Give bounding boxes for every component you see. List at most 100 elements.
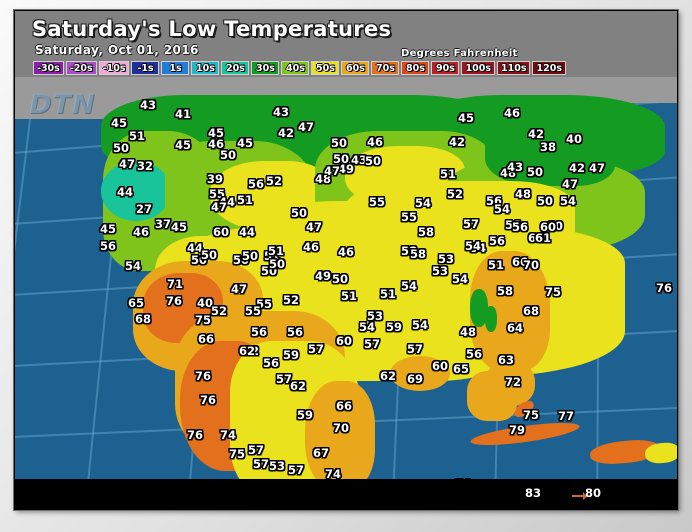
- temperature-reading: 56: [263, 356, 280, 370]
- temperature-reading: 57: [248, 443, 265, 457]
- temperature-reading: 59: [386, 320, 403, 334]
- temperature-reading: 58: [418, 225, 435, 239]
- temperature-reading: 57: [463, 217, 480, 231]
- legend-swatch-30s[interactable]: 30s: [251, 61, 280, 75]
- temperature-reading: 50: [191, 253, 208, 267]
- legend-swatch-70s[interactable]: 70s: [371, 61, 400, 75]
- temperature-reading: 55: [245, 304, 262, 318]
- temperature-reading: 37: [155, 217, 172, 231]
- temperature-reading: 48: [500, 166, 517, 180]
- temperature-reading: 47: [211, 200, 228, 214]
- temperature-reading: 43: [140, 98, 157, 112]
- temperature-reading: 48: [315, 172, 332, 186]
- legend-swatch-80s[interactable]: 80s: [401, 61, 430, 75]
- temperature-reading: 56: [486, 194, 503, 208]
- temperature-reading: 70: [333, 421, 350, 435]
- temperature-reading: 56: [251, 325, 268, 339]
- temperature-reading: 69: [407, 372, 424, 386]
- temperature-reading: 46: [504, 106, 521, 120]
- temperature-reading: 44: [239, 225, 256, 239]
- temperature-reading: 60: [540, 220, 557, 234]
- legend-swatch-120s[interactable]: 120s: [532, 61, 566, 75]
- temperature-reading: 43: [273, 105, 290, 119]
- temperature-reading: 54: [494, 202, 511, 216]
- legend-swatch-10s[interactable]: 10s: [191, 61, 220, 75]
- legend-swatch-20s[interactable]: 20s: [221, 61, 250, 75]
- temperature-reading: 45: [208, 126, 225, 140]
- temperature-reading: 57: [288, 463, 305, 477]
- temperature-reading: 71: [167, 277, 184, 291]
- legend-swatch-30s[interactable]: -30s: [33, 61, 64, 75]
- temperature-reading: 40: [566, 132, 583, 146]
- temperature-reading: 56: [489, 234, 506, 248]
- temperature-reading: 45: [100, 222, 117, 236]
- temperature-reading: 55: [256, 297, 273, 311]
- temperature-reading: 63: [498, 353, 515, 367]
- legend-swatch-60s[interactable]: 60s: [341, 61, 370, 75]
- temperature-band: [245, 161, 305, 201]
- temperature-reading: 50: [220, 148, 237, 162]
- temperature-reading: 43: [351, 153, 368, 167]
- temperature-reading: 57: [308, 342, 325, 356]
- temperature-reading: 47: [231, 282, 248, 296]
- temperature-reading: 44: [117, 185, 134, 199]
- temperature-reading: 72: [505, 375, 522, 389]
- temperature-reading: 38: [540, 140, 557, 154]
- legend-swatch-110s[interactable]: 110s: [496, 61, 531, 75]
- temperature-reading: 66: [198, 332, 215, 346]
- temperature-reading: 55: [401, 210, 418, 224]
- temperature-reading: 54: [560, 194, 577, 208]
- temperature-reading: 76: [187, 428, 204, 442]
- temperature-reading: 76: [200, 393, 217, 407]
- temperature-reading: 57: [364, 337, 381, 351]
- legend[interactable]: -30s -20s -10s -1s 1s 10s 20s 30s 40s 50s 60s 70s 80…: [33, 61, 566, 75]
- dtn-watermark: DTN: [29, 89, 96, 120]
- legend-swatch-1s[interactable]: 1s: [161, 61, 190, 75]
- temperature-reading: 50: [527, 165, 544, 179]
- weather-map[interactable]: Saturday's Low Temperatures Saturday, Oc…: [15, 11, 677, 509]
- temperature-band: [101, 161, 171, 221]
- temperature-reading: 56: [505, 218, 522, 232]
- legend-swatch-10s[interactable]: -10s: [98, 61, 130, 75]
- temperature-reading: 54: [401, 279, 418, 293]
- temperature-reading: 44: [219, 195, 236, 209]
- temperature-reading: 56: [466, 347, 483, 361]
- temperature-reading: 49: [315, 269, 332, 283]
- temperature-reading: 41: [175, 107, 192, 121]
- temperature-reading: 52: [283, 293, 300, 307]
- temperature-reading: 70: [523, 258, 540, 272]
- temperature-reading: 66: [336, 399, 353, 413]
- temperature-reading: 75: [195, 313, 212, 327]
- temperature-band: [345, 181, 575, 271]
- temperature-reading: 49: [338, 162, 355, 176]
- temperature-reading: 59: [297, 408, 314, 422]
- temperature-reading: 47: [119, 157, 136, 171]
- temperature-reading: 64: [507, 321, 524, 335]
- temperature-reading: 62: [243, 344, 260, 358]
- temperature-reading: 48: [515, 187, 532, 201]
- temperature-reading: 42: [528, 127, 545, 141]
- temperature-reading: 76: [195, 369, 212, 383]
- forecast-date: Saturday, Oct 01, 2016: [35, 43, 199, 57]
- units-label: Degrees Fahrenheit: [401, 48, 518, 59]
- temperature-reading: 45: [175, 138, 192, 152]
- legend-swatch-20s[interactable]: -20s: [65, 61, 97, 75]
- legend-swatch-1s[interactable]: -1s: [131, 61, 160, 75]
- legend-swatch-50s[interactable]: 50s: [311, 61, 340, 75]
- legend-swatch-40s[interactable]: 40s: [281, 61, 310, 75]
- wind-arrow-icon: [572, 492, 588, 500]
- temperature-reading: 61: [535, 231, 552, 245]
- temperature-reading: 46: [367, 135, 384, 149]
- temperature-reading: 39: [207, 172, 224, 186]
- legend-swatch-90s[interactable]: 90s: [431, 61, 460, 75]
- temperature-reading: 74: [220, 428, 237, 442]
- temperature-reading: 79: [509, 423, 526, 437]
- temperature-reading: 43: [507, 160, 524, 174]
- temperature-reading: 67: [313, 446, 330, 460]
- legend-swatch-100s[interactable]: 100s: [461, 61, 495, 75]
- temperature-reading: 44: [187, 241, 204, 255]
- temperature-band: [470, 289, 488, 327]
- temperature-reading: 57: [253, 457, 270, 471]
- temperature-reading: 60: [432, 359, 449, 373]
- temperature-reading: 62: [380, 369, 397, 383]
